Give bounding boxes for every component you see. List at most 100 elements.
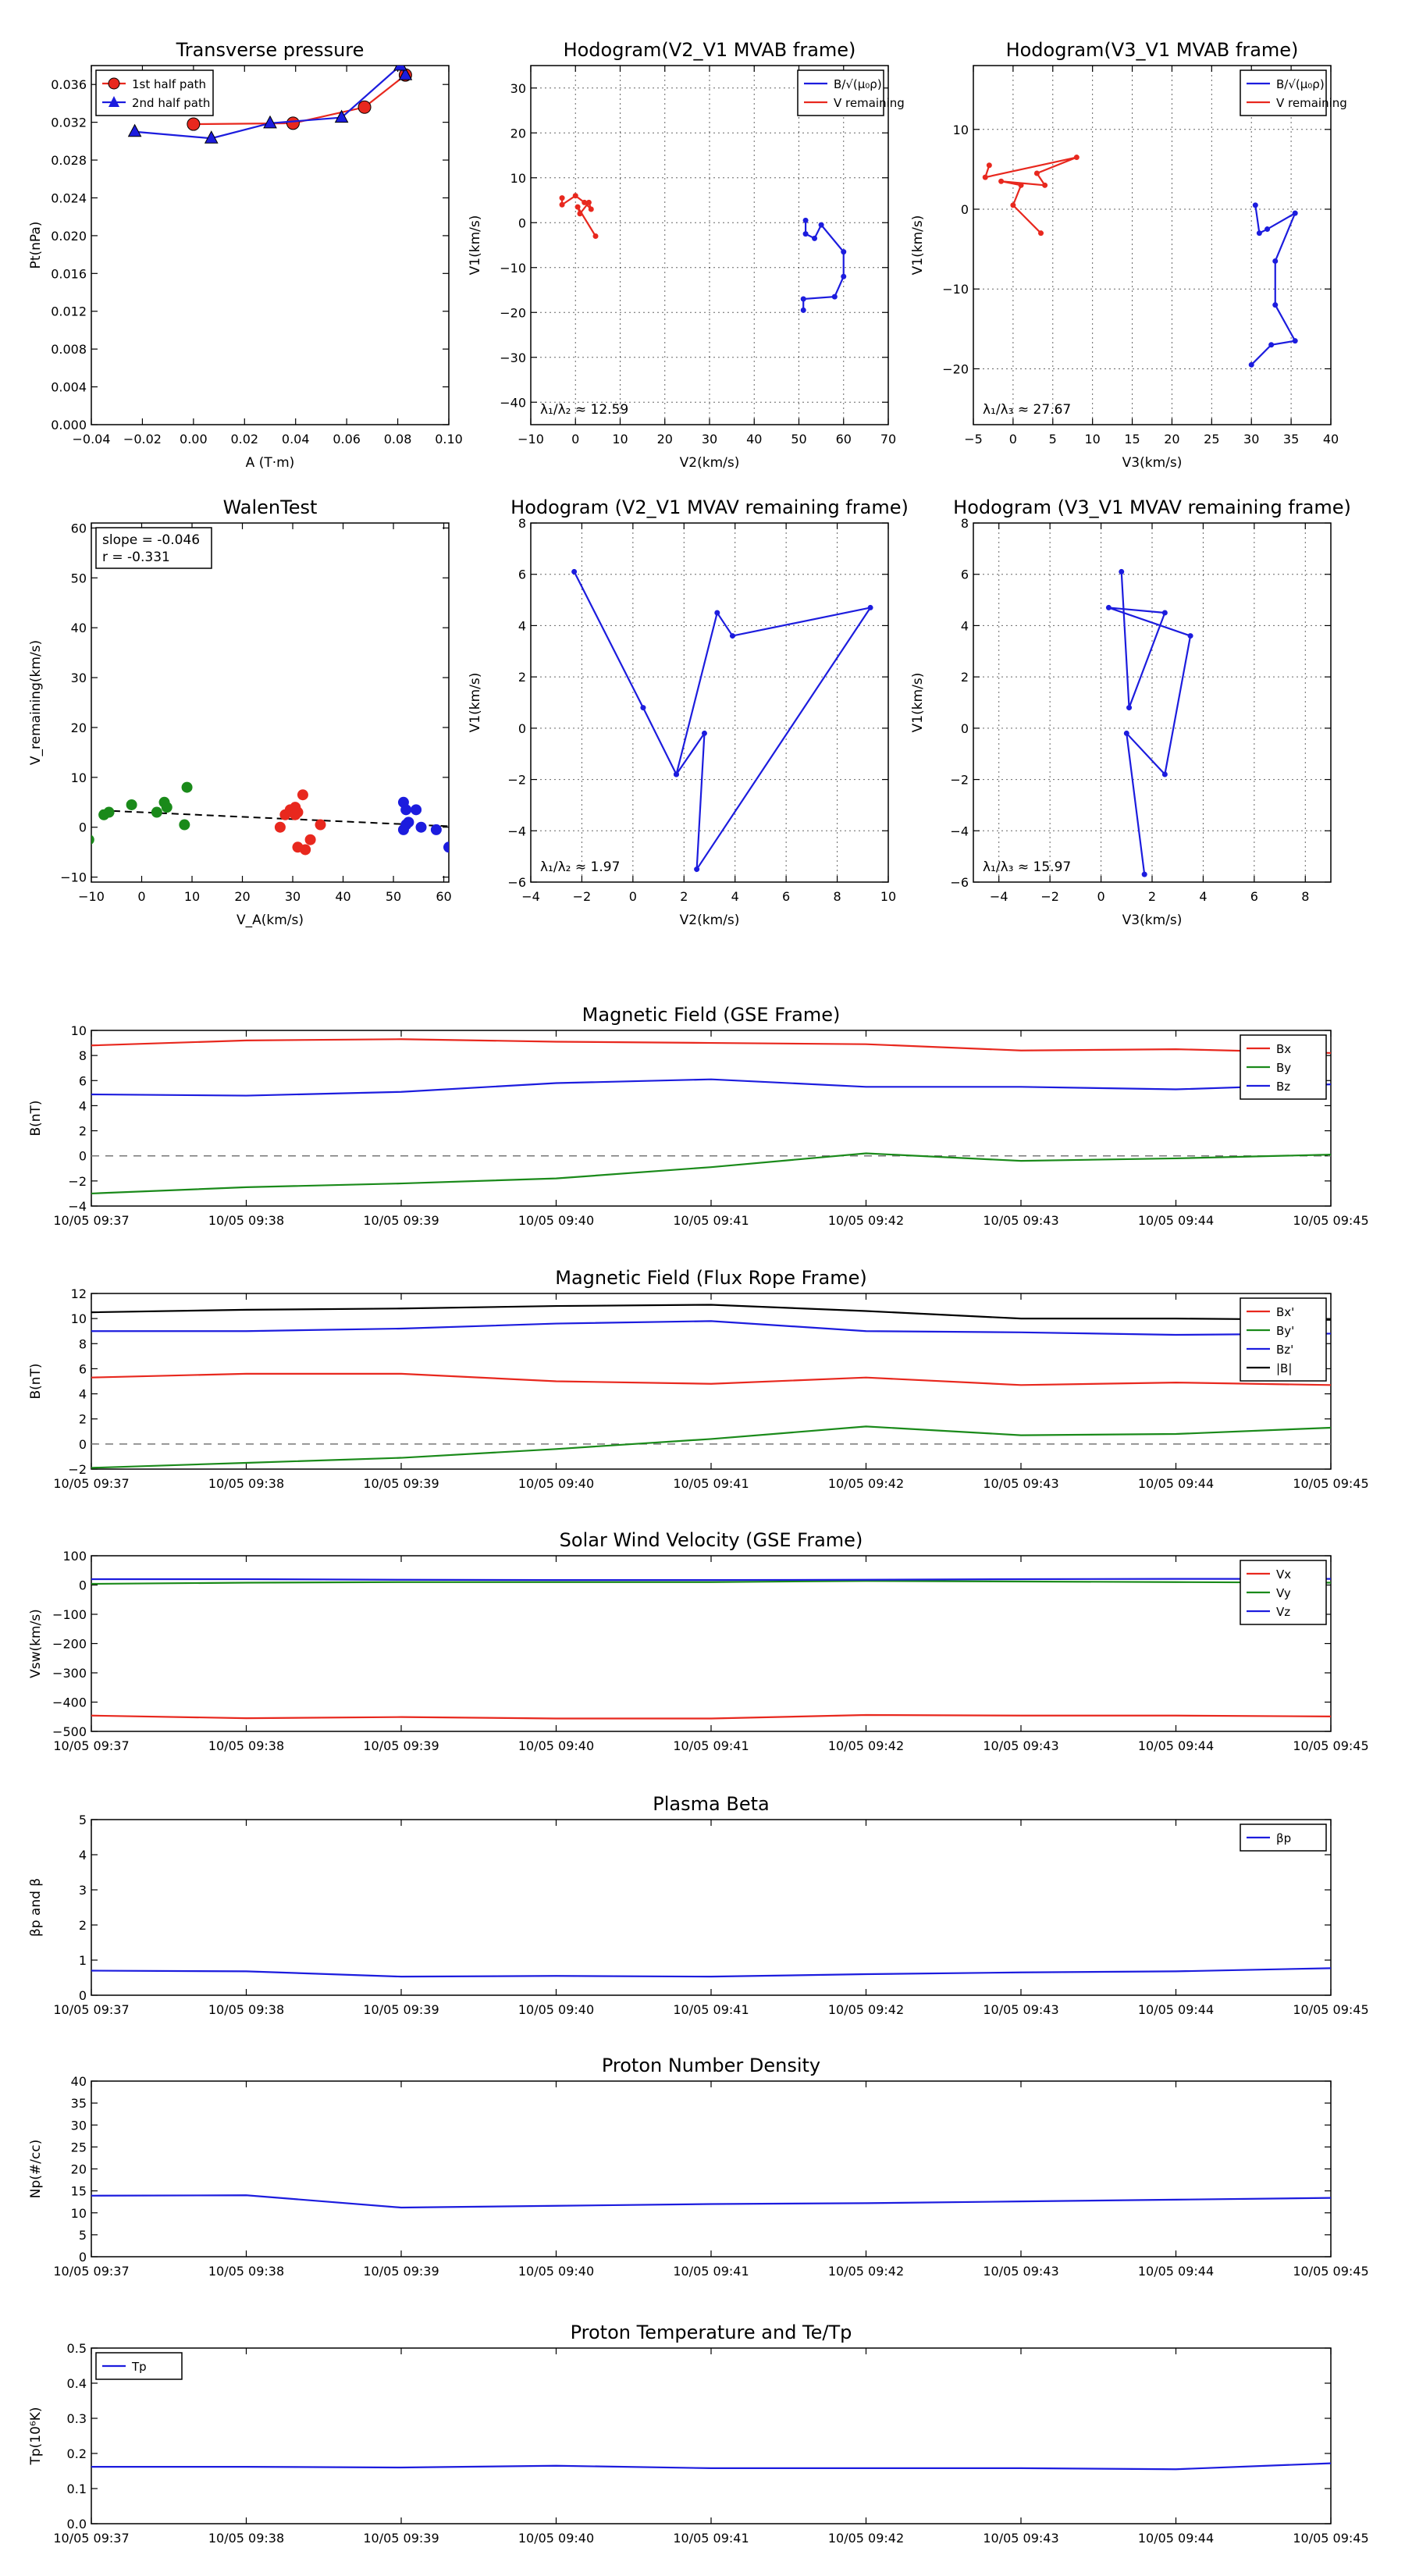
chart-proton-temperature: Proton Temperature and Te/Tp 0.0 0.1 0.2 0.3… — [28, 2322, 1369, 2546]
data-point — [1073, 155, 1080, 161]
x-tick-label: 10/05 09:37 — [53, 2531, 129, 2546]
x-tick-label: 10/05 09:38 — [208, 2002, 284, 2017]
x-tick-label: 15 — [1124, 432, 1140, 447]
x-axis-label: V2(km/s) — [680, 455, 740, 471]
chart-title: Hodogram (V2_V1 MVAV remaining frame) — [510, 496, 909, 518]
legend: βp — [1240, 1823, 1327, 1852]
legend-label: Bx' — [1276, 1305, 1294, 1319]
legend: 1st half path 2nd half path — [95, 69, 214, 116]
x-tick-label: 10/05 09:41 — [673, 1738, 749, 1753]
data-point — [571, 568, 578, 575]
scatter-point — [292, 806, 304, 818]
legend-label: B/√(μ₀ρ) — [1276, 77, 1325, 91]
data-point — [1272, 258, 1279, 264]
legend-label: Bz' — [1276, 1343, 1293, 1357]
chart-proton-number-density: Proton Number Density 0 5 10 15 20 25 30 35 40 10/… — [28, 2055, 1369, 2279]
data-point — [357, 100, 372, 114]
y-tick-label: −10 — [942, 282, 969, 297]
x-tick-label: 10/05 09:40 — [518, 2002, 594, 2017]
plot-frame — [91, 2080, 1332, 2258]
legend-label: By — [1276, 1061, 1291, 1075]
series-vy-line — [91, 1580, 1331, 1585]
y-tick-label: 2 — [79, 1918, 87, 1933]
data-point — [1272, 302, 1279, 308]
data-point — [800, 296, 806, 302]
data-point — [812, 235, 818, 241]
data-point — [187, 117, 201, 131]
x-tick-label: 10/05 09:41 — [673, 2264, 749, 2279]
scatter-point — [443, 841, 449, 853]
legend-label: 2nd half path — [132, 96, 210, 110]
x-tick-label: 2 — [680, 889, 688, 904]
y-tick-label: 0.020 — [51, 229, 87, 244]
y-axis-label: V1(km/s) — [468, 215, 483, 276]
series-hodogram-line — [1108, 571, 1192, 875]
x-tick-label: 10/05 09:42 — [828, 2002, 904, 2017]
y-tick-label: 0 — [518, 215, 526, 230]
scatter-point — [430, 824, 442, 835]
y-tick-label: 20 — [510, 126, 526, 141]
y-tick-label: 15 — [71, 2184, 87, 2199]
x-tick-label: 10 — [612, 432, 628, 447]
legend: B/√(μ₀ρ) V remaining — [1240, 69, 1347, 116]
legend-label: Tp — [131, 2360, 147, 2374]
x-tick-label: 70 — [880, 432, 896, 447]
series-by-line — [91, 1425, 1331, 1469]
y-tick-label: 0.3 — [67, 2411, 87, 2426]
data-point — [1018, 182, 1024, 188]
chart-title: Hodogram(V2_V1 MVAB frame) — [564, 39, 856, 61]
x-tick-label: 10/05 09:42 — [828, 1738, 904, 1753]
data-point — [673, 771, 679, 777]
plot-frame — [91, 1819, 1332, 1996]
data-point — [802, 217, 809, 223]
x-tick-label: 10/05 09:40 — [518, 2264, 594, 2279]
x-tick-label: 2 — [1148, 889, 1156, 904]
data-layer — [91, 2194, 1331, 2209]
data-point — [585, 199, 592, 205]
x-tick-label: 10/05 09:43 — [983, 1213, 1058, 1228]
scatter-point — [304, 834, 316, 845]
legend: Bx' By' Bz' |B| — [1240, 1297, 1327, 1382]
y-tick-label: −40 — [500, 395, 526, 410]
x-tick-label: 10/05 09:44 — [1138, 2531, 1214, 2546]
data-point — [572, 193, 578, 199]
data-point — [1252, 202, 1258, 208]
series-p-line — [91, 1967, 1331, 1978]
y-tick-label: −4 — [507, 824, 526, 838]
y-tick-label: −2 — [68, 1462, 87, 1477]
data-point — [1292, 210, 1298, 216]
data-point — [1010, 202, 1016, 208]
series-bz-line — [91, 1320, 1331, 1336]
y-tick-label: −6 — [507, 875, 526, 890]
y-tick-label: −4 — [68, 1199, 87, 1214]
data-point — [1033, 170, 1040, 176]
data-point — [1123, 730, 1129, 736]
data-point — [398, 67, 413, 80]
x-tick-label: 10/05 09:38 — [208, 2531, 284, 2546]
legend-label: V remaining — [1276, 96, 1347, 110]
scatter-point — [126, 799, 137, 810]
plot-frame — [91, 1030, 1332, 1207]
y-tick-label: 2 — [518, 670, 526, 685]
series-vz-line — [91, 1578, 1331, 1582]
data-point — [800, 307, 806, 313]
y-axis-label: Tp(10⁶K) — [28, 2407, 44, 2465]
legend-label: V remaining — [834, 96, 905, 110]
x-tick-label: 10/05 09:37 — [53, 2002, 129, 2017]
scatter-point — [151, 806, 162, 818]
stats-line: slope = -0.046 — [102, 532, 200, 548]
ratio-annotation: λ₁/λ₃ ≈ 27.67 — [983, 402, 1071, 418]
x-tick-label: 10/05 09:44 — [1138, 1738, 1214, 1753]
x-axis-label: V_A(km/s) — [237, 913, 304, 928]
y-tick-label: 0.036 — [51, 77, 87, 92]
x-tick-label: 50 — [791, 432, 806, 447]
legend-box — [797, 69, 884, 116]
y-tick-label: 8 — [518, 516, 526, 531]
x-tick-label: 10/05 09:39 — [363, 1476, 439, 1491]
data-layer — [91, 2462, 1331, 2471]
x-tick-label: 10/05 09:44 — [1138, 2264, 1214, 2279]
y-tick-label: −2 — [950, 773, 969, 788]
legend-box — [95, 69, 214, 116]
y-tick-label: 10 — [510, 171, 526, 186]
